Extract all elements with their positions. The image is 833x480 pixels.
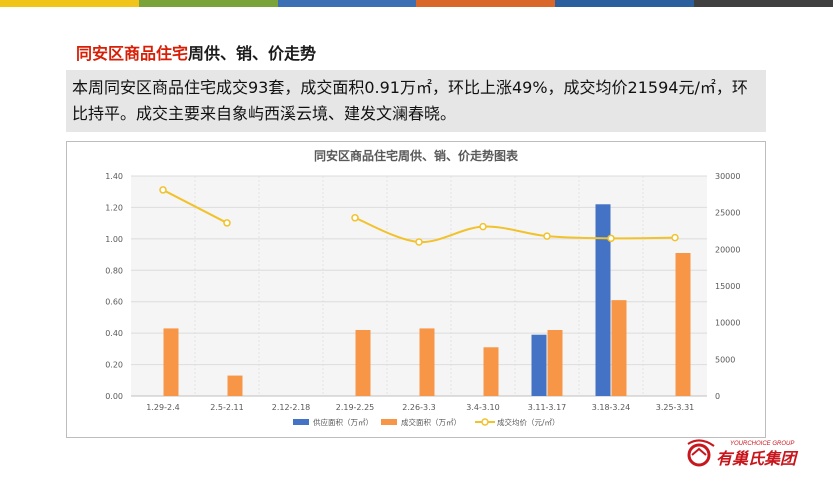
price-point (223, 219, 231, 227)
chart-frame: 同安区商品住宅周供、销、价走势图表 0.00 0.20 0.40 0.60 0.80 1.0… (66, 141, 766, 438)
price-point (415, 238, 423, 246)
page-title-highlight: 同安区商品住宅 (76, 44, 189, 63)
bar-sales (675, 253, 691, 396)
x-tick-label: 3.18-3.24 (592, 403, 631, 412)
y-right-tick-label: 10000 (715, 319, 740, 328)
legend-label: 成交面积（万㎡） (401, 417, 461, 427)
price-point (543, 232, 551, 240)
bar-sales (547, 330, 563, 396)
page-title: 同安区商品住宅周供、销、价走势 (76, 40, 316, 64)
x-tick-label: 3.4-3.10 (466, 403, 499, 412)
y-left-tick-label: 1.40 (105, 172, 123, 181)
legend-label: 成交均价（元/㎡） (497, 417, 560, 427)
chart-title: 同安区商品住宅周供、销、价走势图表 (314, 148, 519, 163)
legend-swatch (481, 418, 489, 426)
legend-swatch (293, 419, 309, 425)
x-tick-label: 3.25-3.31 (656, 403, 695, 412)
x-tick-label: 2.12-2.18 (272, 403, 311, 412)
price-line (354, 216, 676, 244)
y-left-tick-label: 0.80 (105, 266, 123, 275)
y-left-tick-label: 1.00 (105, 235, 123, 244)
price-point (351, 214, 359, 222)
bar-sales (227, 375, 243, 396)
legend-swatch (381, 419, 397, 425)
y-left-tick-label: 0.20 (105, 361, 123, 370)
bar-sales (163, 328, 179, 396)
top-bar-segment (416, 0, 556, 7)
company-logo: YOURCHOICE GROUP 有巢氏集团 (687, 439, 799, 468)
bar-supply (531, 334, 547, 396)
y-left-tick-label: 0.60 (105, 298, 123, 307)
y-right-tick-label: 5000 (715, 355, 735, 364)
x-tick-label: 3.11-3.17 (528, 403, 567, 412)
y-right-tick-label: 25000 (715, 209, 740, 218)
x-tick-label: 2.5-2.11 (210, 403, 243, 412)
x-tick-label: 1.29-2.4 (146, 403, 179, 412)
bar-sales (419, 328, 435, 396)
y-right-tick-label: 20000 (715, 245, 740, 254)
summary-text: 本周同安区商品住宅成交93套，成交面积0.91万㎡，环比上涨49%，成交均价21… (66, 70, 766, 132)
price-point (159, 186, 167, 194)
y-left-tick-label: 0.00 (105, 392, 123, 401)
y-left-tick-label: 1.20 (105, 203, 123, 212)
bar-sales (355, 330, 371, 396)
price-point (607, 234, 615, 243)
top-color-bar (0, 0, 833, 7)
page-title-rest: 周供、销、价走势 (188, 44, 317, 63)
plot-area (131, 176, 707, 396)
y-right-tick-label: 15000 (715, 282, 740, 291)
x-tick-label: 2.19-2.25 (336, 403, 375, 412)
price-point (671, 233, 679, 242)
legend-label: 供应面积（万㎡） (313, 417, 373, 427)
y-right-tick-label: 0 (715, 392, 720, 401)
x-tick-label: 2.26-3.3 (402, 403, 435, 412)
bar-sales (483, 347, 499, 396)
supply-sales-price-chart: 同安区商品住宅周供、销、价走势图表 0.00 0.20 0.40 0.60 0.80 1.0… (105, 148, 740, 427)
top-bar-segment (694, 0, 833, 7)
logo-name: 有巢氏集团 (716, 449, 799, 468)
top-bar-segment (0, 0, 139, 7)
price-point (479, 222, 487, 231)
top-bar-segment (138, 0, 278, 7)
logo-tagline: YOURCHOICE GROUP (730, 441, 794, 447)
logo-emblem-icon (687, 439, 715, 467)
price-line (162, 189, 228, 224)
y-left-tick-label: 0.40 (105, 329, 123, 338)
bar-sales (611, 300, 627, 396)
bar-supply (595, 204, 611, 396)
top-bar-segment (277, 0, 417, 7)
top-bar-segment (555, 0, 695, 7)
y-right-tick-label: 30000 (715, 172, 740, 181)
